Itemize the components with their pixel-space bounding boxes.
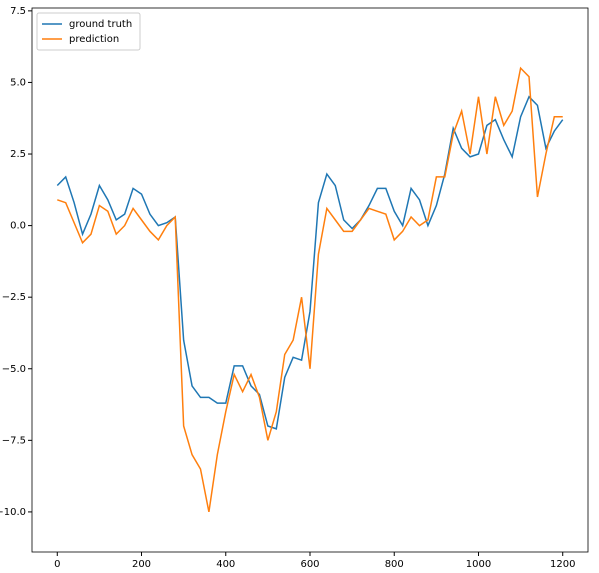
y-tick-label: −5.0 [2, 364, 26, 375]
x-tick-label: 1000 [466, 559, 491, 570]
legend-box [36, 12, 141, 51]
series-line [57, 66, 563, 513]
y-tick-label: 5.0 [10, 77, 26, 88]
y-tick-label: 0.0 [10, 221, 26, 232]
y-tick-label: −10.0 [0, 507, 26, 518]
x-tick-label: 400 [216, 559, 235, 570]
y-tick-label: 7.5 [10, 6, 26, 17]
legend-label: prediction [69, 34, 119, 45]
series-line [56, 95, 564, 430]
legend-label: ground truth [69, 19, 132, 30]
plot-frame [31, 7, 589, 553]
x-tick-label: 800 [385, 559, 404, 570]
x-tick-label: 1200 [550, 559, 575, 570]
x-tick-label: 0 [54, 559, 60, 570]
legend: ground truth prediction [36, 12, 141, 51]
x-tick-label: 200 [132, 559, 151, 570]
y-tick-label: 2.5 [10, 149, 26, 160]
y-tick-label: −2.5 [2, 292, 26, 303]
x-tick-label: 600 [300, 559, 319, 570]
y-tick-label: −7.5 [2, 435, 26, 446]
